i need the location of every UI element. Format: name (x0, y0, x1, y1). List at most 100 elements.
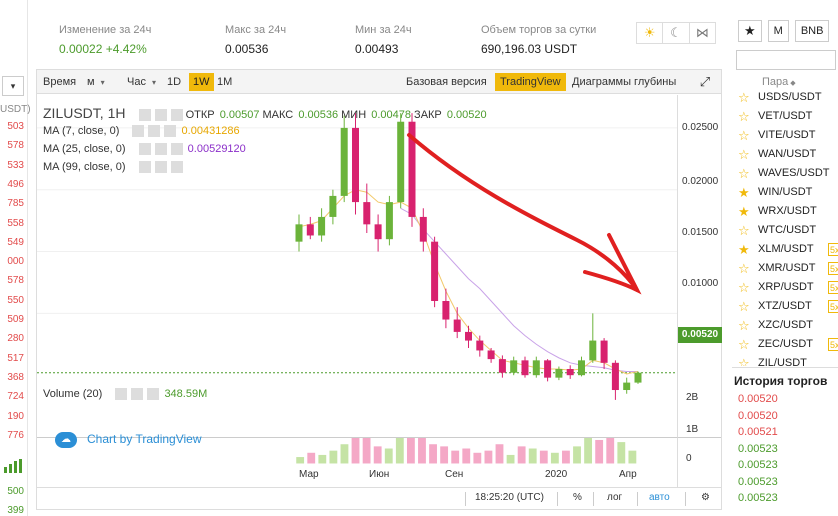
order-book-row[interactable]: 558 (7, 217, 24, 229)
time-tick: Апр (619, 469, 637, 480)
chart-toolbar: Время м Час 1D 1W 1M Базовая версия Trad… (37, 70, 721, 94)
pair-column-header[interactable]: Пара (762, 76, 796, 88)
pair-search-input[interactable] (736, 50, 836, 70)
favorite-star-icon[interactable]: ★ (738, 204, 750, 219)
candle-body (363, 202, 371, 225)
gear-icon[interactable]: ⚙ (701, 492, 710, 503)
favorite-star-icon[interactable]: ☆ (738, 109, 750, 124)
moon-icon[interactable]: ☾ (663, 23, 690, 43)
pair-list-item[interactable]: ★ WIN/USDT (736, 183, 838, 202)
pair-list-item[interactable]: ☆ USDS/USDT (736, 88, 838, 107)
legend-ma7-row: MA (7, close, 0) 0.00431286 (43, 125, 240, 138)
pair-list-item[interactable]: ☆ XRP/USDT 5x (736, 278, 838, 297)
auto-scale-button[interactable]: авто (649, 492, 670, 503)
pair-list-item[interactable]: ☆ WAN/USDT (736, 145, 838, 164)
favorite-star-icon[interactable]: ☆ (738, 261, 750, 276)
order-book-row[interactable]: 578 (7, 275, 24, 287)
volume-chart[interactable] (37, 437, 677, 487)
favorite-star-icon[interactable]: ★ (738, 185, 750, 200)
pair-list-item[interactable]: ☆ XZC/USDT (736, 316, 838, 335)
pair-name: XTZ/USDT (758, 300, 812, 312)
basic-version-tab[interactable]: Базовая версия (406, 76, 487, 88)
price-chart[interactable] (37, 95, 677, 437)
favorites-star-icon[interactable]: ★ (738, 20, 762, 42)
tradingview-tab[interactable]: TradingView (495, 73, 566, 91)
minute-select[interactable]: м (83, 73, 109, 91)
order-book-row[interactable]: 368 (7, 371, 24, 383)
candle-body (397, 121, 405, 203)
pair-list-item[interactable]: ☆ WTC/USDT (736, 221, 838, 240)
order-book-row[interactable]: 190 (7, 410, 24, 422)
volume-bar (440, 446, 449, 464)
close-value: 0.00520 (446, 109, 487, 121)
favorite-star-icon[interactable]: ☆ (738, 318, 750, 333)
volume-tick: 1B (686, 424, 699, 435)
order-book-row[interactable]: 785 (7, 198, 24, 210)
pair-list-item[interactable]: ★ WRX/USDT (736, 202, 838, 221)
favorite-star-icon[interactable]: ☆ (738, 337, 750, 352)
high-label: МАКС (262, 109, 294, 121)
interval-1w-button[interactable]: 1W (189, 73, 214, 91)
favorite-star-icon[interactable]: ☆ (738, 90, 750, 105)
time-tick: Мар (299, 469, 319, 480)
depth-chart-tab[interactable]: Диаграммы глубины (572, 76, 677, 88)
favorite-star-icon[interactable]: ☆ (738, 356, 750, 366)
interval-1m-button[interactable]: 1M (217, 76, 233, 88)
pair-list-item[interactable]: ☆ VET/USDT (736, 107, 838, 126)
candle-body (352, 127, 359, 203)
chevron-down-icon[interactable]: ▾ (2, 76, 24, 96)
candle-body (385, 202, 393, 240)
favorite-star-icon[interactable]: ☆ (738, 166, 750, 181)
settings-icon[interactable] (115, 388, 160, 401)
order-book-row[interactable]: 517 (7, 352, 24, 364)
order-book-row[interactable]: 724 (7, 391, 24, 403)
order-book-row[interactable]: 503 (7, 121, 24, 132)
current-price-tag: 0.00520 (678, 327, 722, 343)
settings-icon[interactable] (138, 161, 183, 174)
order-book-row[interactable]: 550 (7, 294, 24, 306)
pair-name: WTC/USDT (758, 224, 817, 236)
favorite-star-icon[interactable]: ★ (738, 242, 750, 257)
order-book-row[interactable]: 000 (7, 256, 24, 268)
order-book-row[interactable]: 776 (7, 429, 24, 441)
tradingview-logo[interactable]: ☁ Chart by TradingView (55, 432, 202, 448)
chart-container: Время м Час 1D 1W 1M Базовая версия Trad… (36, 69, 722, 510)
share-icon[interactable]: ⋈ (695, 25, 709, 40)
time-axis: Мар Июн Сен 2020 Апр (37, 465, 677, 485)
order-book-row[interactable]: 500 (7, 486, 24, 497)
tab-margin[interactable]: M (767, 20, 789, 42)
log-scale-button[interactable]: лог (607, 492, 623, 503)
order-book-row[interactable]: 533 (7, 159, 24, 171)
order-book-row[interactable]: 280 (7, 333, 24, 345)
settings-icon[interactable] (138, 143, 183, 156)
favorite-star-icon[interactable]: ☆ (738, 299, 750, 314)
fullscreen-icon[interactable]: ⤢ (699, 74, 711, 89)
order-book-row[interactable]: 578 (7, 140, 24, 152)
pair-list-item[interactable]: ☆ ZEC/USDT 5x (736, 335, 838, 354)
favorite-star-icon[interactable]: ☆ (738, 147, 750, 162)
tab-bnb[interactable]: BNB (794, 20, 830, 42)
pair-list-item[interactable]: ☆ VITE/USDT (736, 126, 838, 145)
pair-list-item[interactable]: ★ XLM/USDT 5x (736, 240, 838, 259)
pair-list-item[interactable]: ☆ ZIL/USDT (736, 354, 838, 366)
order-book-row[interactable]: 496 (7, 178, 24, 190)
candle-body (611, 362, 619, 391)
settings-icon[interactable] (132, 125, 177, 138)
ma7-value: 0.00431286 (181, 125, 240, 137)
pair-list-item[interactable]: ☆ XTZ/USDT 5x (736, 297, 838, 316)
pair-list-item[interactable]: ☆ WAVES/USDT (736, 164, 838, 183)
volume-bar (506, 454, 515, 464)
percent-scale-button[interactable]: % (573, 492, 582, 503)
sun-icon[interactable]: ☀ (637, 23, 664, 43)
favorite-star-icon[interactable]: ☆ (738, 223, 750, 238)
settings-icon[interactable] (138, 109, 183, 122)
order-book-row[interactable]: 399 (7, 505, 24, 516)
interval-1d-button[interactable]: 1D (167, 76, 182, 88)
hour-select[interactable]: Час (123, 73, 160, 91)
favorite-star-icon[interactable]: ☆ (738, 280, 750, 295)
favorite-star-icon[interactable]: ☆ (738, 128, 750, 143)
order-book-row[interactable]: 509 (7, 314, 24, 325)
order-book-row[interactable]: 549 (7, 236, 24, 248)
pair-list-item[interactable]: ☆ XMR/USDT 5x (736, 259, 838, 278)
candle-body (340, 127, 348, 196)
